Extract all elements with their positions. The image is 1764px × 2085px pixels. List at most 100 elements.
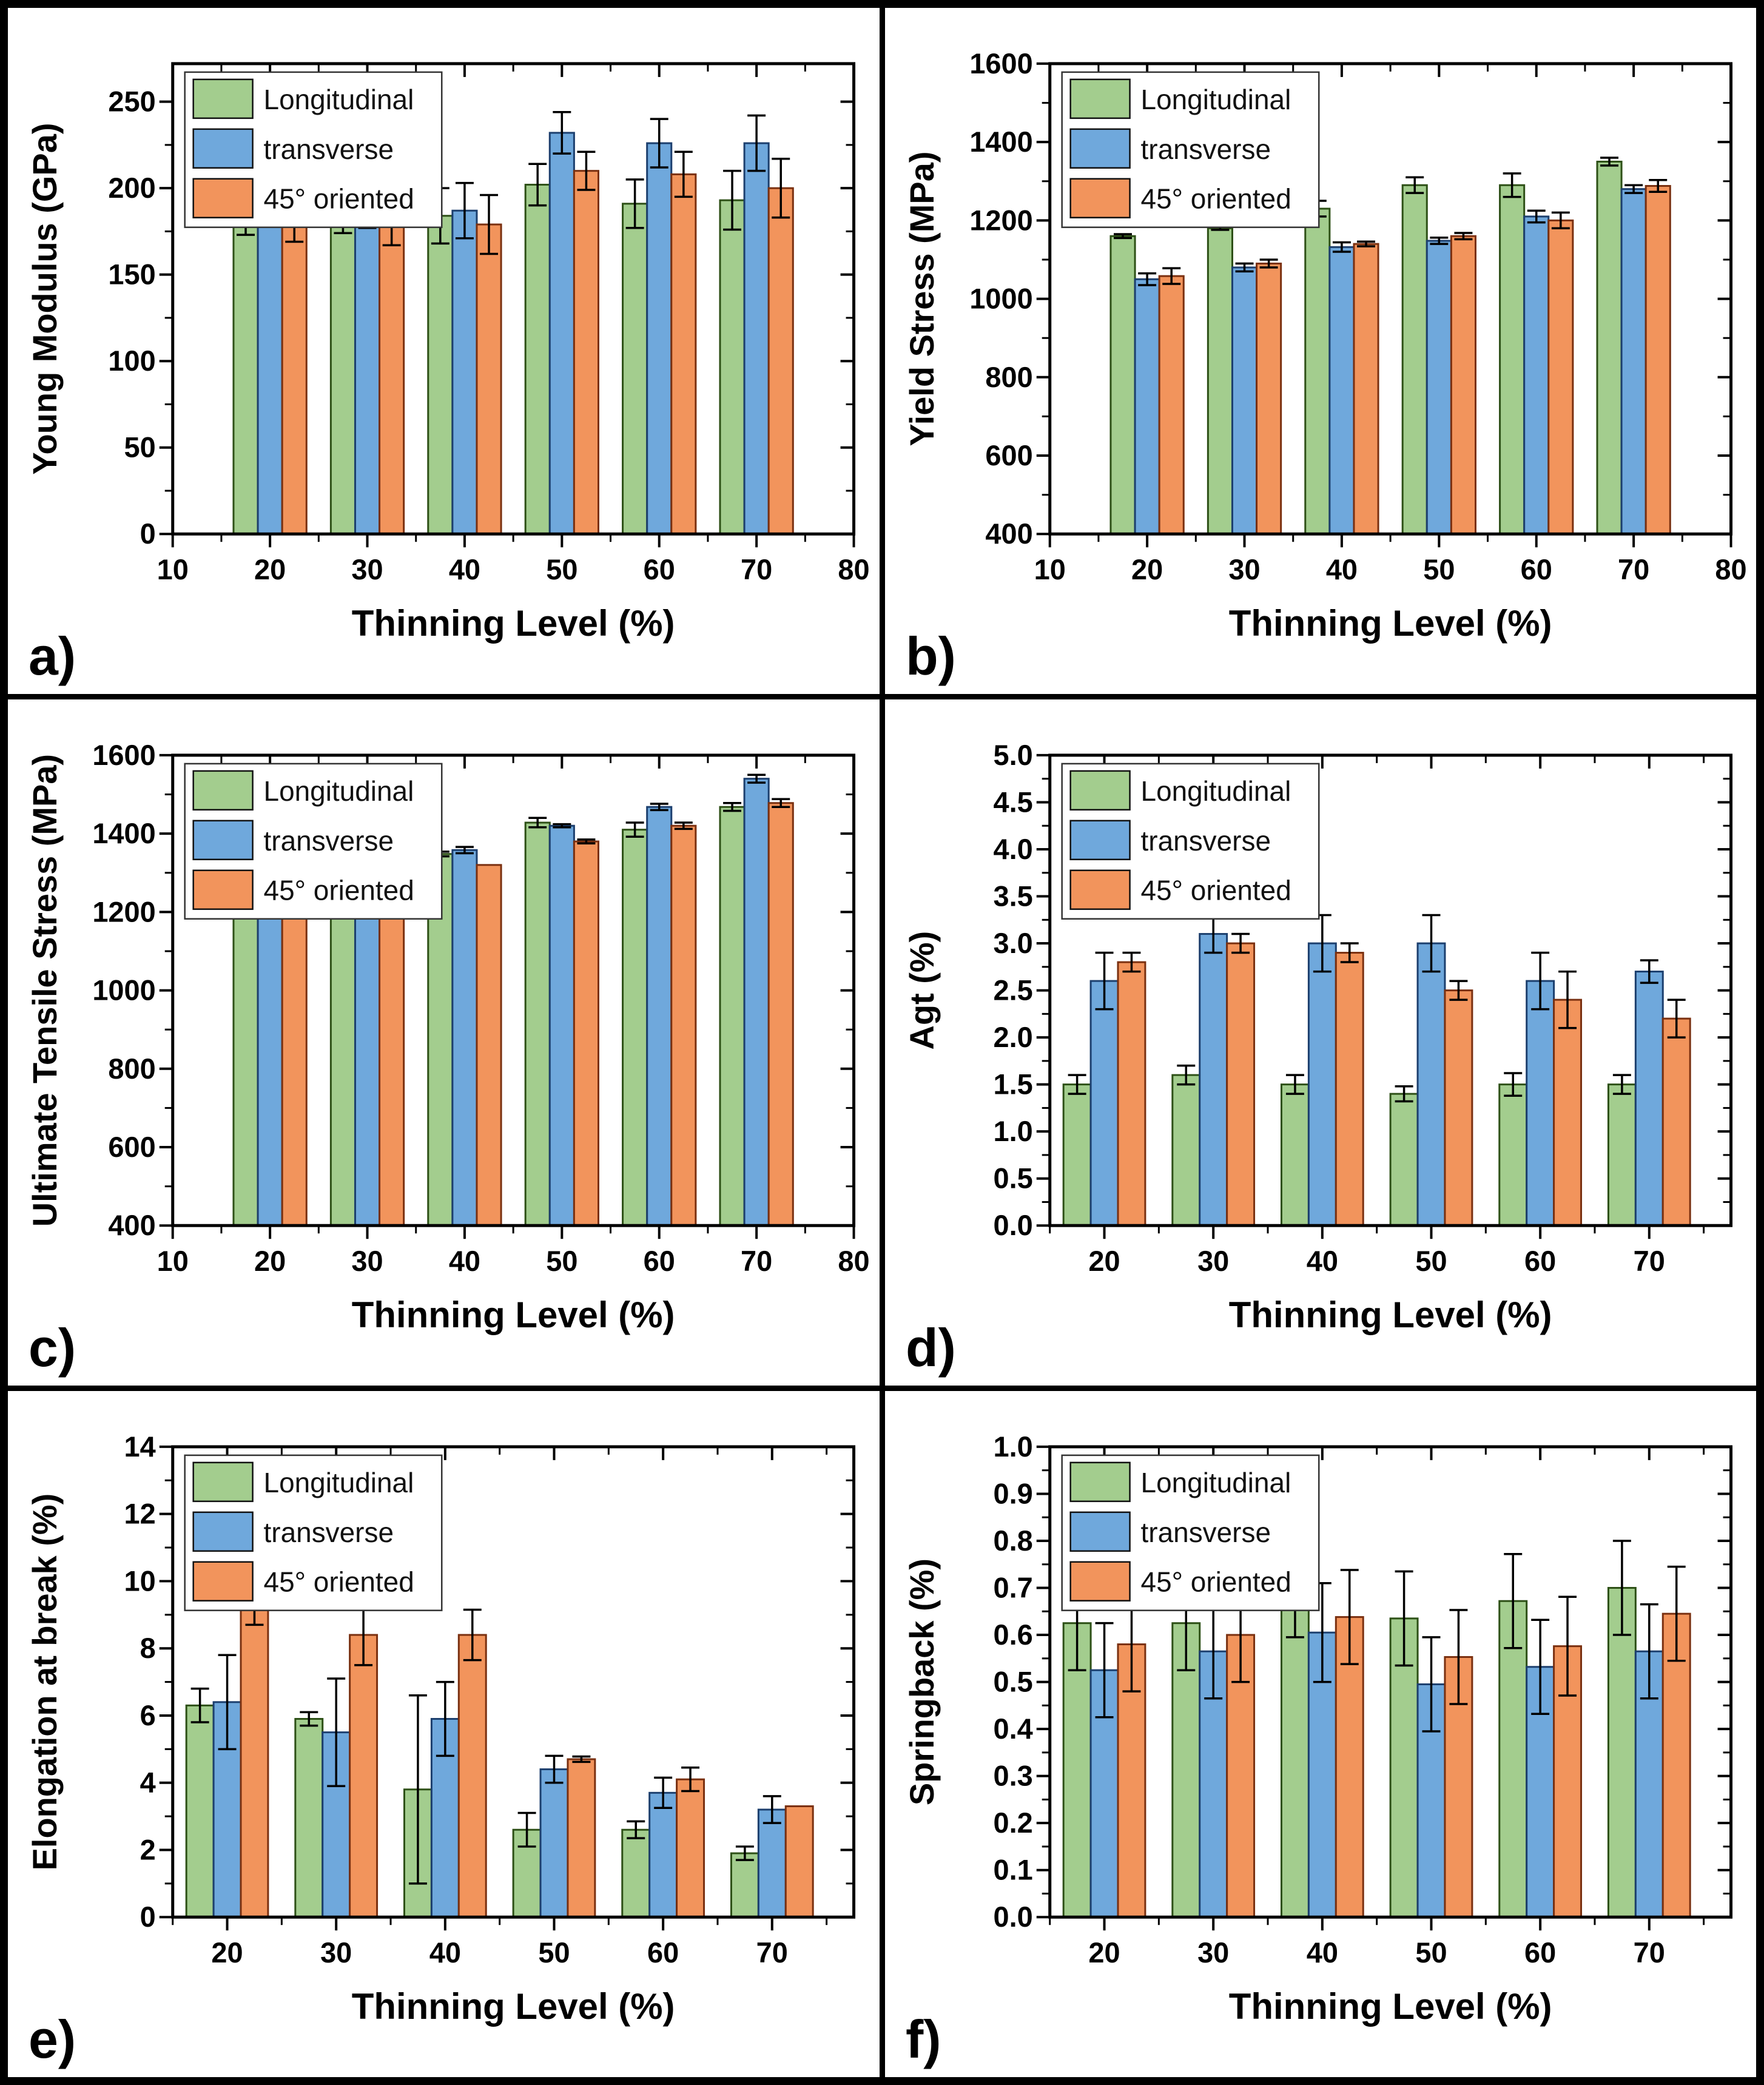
bar	[1401, 184, 1428, 535]
x-tick-label: 40	[1306, 1936, 1338, 1969]
bar	[1525, 980, 1555, 1227]
chart-e: 20 30 40 50 60 70 0 2 4 6 8 10 12 14 Thinning Level (%…	[25, 1430, 856, 2069]
error-bar	[1429, 237, 1448, 245]
bar	[1307, 942, 1337, 1227]
error-bar	[723, 169, 742, 231]
bar	[185, 1704, 215, 1918]
legend: Longitudinal transverse 45° oriented	[184, 763, 443, 920]
legend-label: transverse	[264, 1517, 394, 1548]
error-bar	[1422, 914, 1440, 973]
x-axis-title: Thinning Level (%)	[1228, 603, 1552, 644]
error-bar	[190, 1687, 209, 1723]
legend: Longitudinal transverse 45° oriented	[184, 1454, 443, 1611]
bar	[1661, 1017, 1691, 1227]
panel-a: 10 20 30 40 50 60 70 80 0 50 100 150 200 250 Thinning …	[8, 8, 880, 694]
chart-c: 10 20 30 40 50 60 70 80 400 600 800 1000 1200 1400 160…	[25, 739, 870, 1378]
chart-a: 10 20 30 40 50 60 70 80 0 50 100 150 200 250 Thinning …	[25, 62, 870, 686]
legend-label: transverse	[264, 825, 394, 857]
legend-swatch	[192, 128, 254, 169]
axis-ticks	[1036, 1445, 1731, 1931]
bar	[1207, 227, 1233, 535]
y-tick-label: 4.0	[993, 833, 1032, 865]
bar	[1280, 1083, 1310, 1227]
x-tick-label: 50	[1415, 1245, 1447, 1277]
x-tick-label: 50	[546, 553, 577, 585]
y-tick-label: 0.6	[993, 1618, 1032, 1651]
y-tick-label: 0	[140, 517, 156, 550]
bar	[1304, 207, 1330, 535]
legend-label: 45° oriented	[1140, 183, 1291, 215]
error-bar	[1231, 932, 1250, 954]
error-bar	[1640, 959, 1658, 984]
bar	[379, 880, 405, 1227]
y-tick-label: 1000	[92, 974, 155, 1006]
legend-label: transverse	[264, 133, 394, 165]
error-bar	[553, 823, 571, 829]
bar	[1426, 240, 1452, 535]
error-bar	[1340, 1569, 1359, 1665]
bar	[548, 132, 575, 535]
bar	[646, 806, 673, 1227]
x-tick-label: 20	[1088, 1245, 1120, 1277]
bar	[573, 170, 599, 535]
legend-label: 45° oriented	[264, 875, 414, 906]
legend-swatch	[1069, 1461, 1131, 1503]
error-bar	[327, 1677, 346, 1788]
error-bar	[654, 1776, 673, 1809]
bar	[621, 1828, 651, 1918]
chart-b: 10 20 30 40 50 60 70 80 400 600 800 1000 1200 1400 160…	[902, 47, 1746, 686]
error-bar	[1612, 1074, 1631, 1095]
bar	[757, 1808, 787, 1918]
bar	[1634, 971, 1664, 1227]
y-tick-label: 600	[985, 439, 1032, 471]
y-tick-label: 12	[124, 1498, 156, 1530]
bar	[1552, 999, 1582, 1227]
x-tick-label: 70	[741, 1245, 772, 1277]
x-tick-label: 50	[546, 1245, 577, 1277]
error-bar	[1422, 1636, 1440, 1733]
y-axis-title: Yield Stress (MPa)	[902, 152, 940, 446]
bar	[329, 872, 356, 1227]
x-tick-label: 40	[449, 1245, 480, 1277]
x-tick-label: 60	[644, 553, 675, 585]
y-tick-label: 0.8	[993, 1524, 1032, 1557]
legend-swatch	[1069, 770, 1131, 811]
y-tick-label: 1.5	[993, 1068, 1032, 1100]
legend-swatch	[192, 178, 254, 218]
legend: Longitudinal transverse 45° oriented	[184, 71, 443, 228]
legend-swatch	[192, 869, 254, 910]
y-axis-title: Ultimate Tensile Stress (MPa)	[25, 754, 64, 1227]
error-bar	[1095, 1622, 1114, 1719]
bar	[281, 903, 308, 1227]
bar	[294, 1717, 324, 1918]
bar	[1498, 1083, 1527, 1227]
bar	[648, 1791, 678, 1918]
x-tick-label: 70	[741, 553, 772, 585]
panel-b: 10 20 30 40 50 60 70 80 400 600 800 1000 1200 1400 160…	[884, 8, 1756, 694]
bar	[451, 209, 478, 535]
x-tick-label: 80	[838, 1245, 869, 1277]
error-bar	[572, 1755, 591, 1763]
y-tick-label: 0.2	[993, 1807, 1032, 1839]
error-bar	[1667, 1565, 1686, 1662]
panel-letter: d)	[905, 1318, 955, 1378]
error-bar	[674, 821, 693, 830]
legend-swatch	[192, 1511, 254, 1552]
x-tick-label: 20	[211, 1936, 243, 1969]
legend-swatch	[192, 78, 254, 120]
y-tick-label: 0.1	[993, 1854, 1032, 1886]
bar	[539, 1768, 569, 1918]
legend-label: 45° oriented	[1140, 875, 1291, 906]
y-tick-label: 1600	[92, 739, 155, 771]
x-axis-title: Thinning Level (%)	[1228, 1295, 1552, 1335]
bar	[743, 142, 770, 535]
panel-f: 20 30 40 50 60 70 0.0 0.1 0.2 0.3 0.4 0.5 0.6 0.7 0.8 0…	[884, 1391, 1756, 2077]
legend-label: transverse	[1140, 133, 1270, 165]
error-bar	[218, 1654, 237, 1751]
bar	[281, 220, 308, 535]
error-bar	[1453, 232, 1472, 241]
legend-swatch	[192, 1461, 254, 1503]
error-bar	[650, 118, 668, 169]
bar	[1661, 1612, 1691, 1918]
x-tick-label: 70	[1633, 1936, 1665, 1969]
